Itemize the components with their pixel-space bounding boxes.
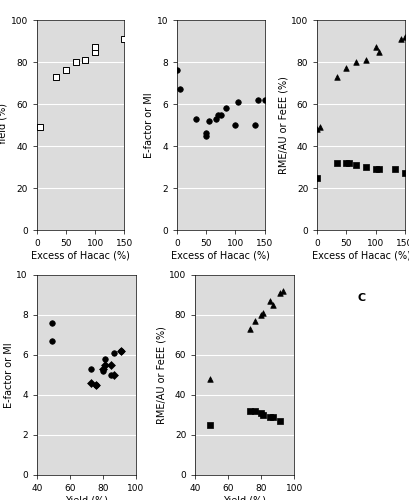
Point: [375, 48, 382, 56]
Y-axis label: E-factor or MI: E-factor or MI: [144, 92, 154, 158]
Point: [207, 375, 213, 383]
Point: [177, 86, 183, 94]
Point: [258, 409, 265, 417]
Point: [88, 379, 94, 387]
Point: [203, 130, 209, 138]
Y-axis label: Yield (%): Yield (%): [0, 104, 8, 146]
Point: [48, 319, 55, 327]
Point: [373, 44, 379, 52]
Y-axis label: RME/AU or FeEE (%): RME/AU or FeEE (%): [156, 326, 166, 424]
Y-axis label: RME/AU or FeEE (%): RME/AU or FeEE (%): [278, 76, 288, 174]
Point: [343, 159, 350, 167]
Y-axis label: E-factor or MI: E-factor or MI: [4, 342, 13, 408]
Point: [373, 165, 379, 173]
X-axis label: Yield (%): Yield (%): [65, 496, 108, 500]
Point: [317, 123, 324, 131]
Point: [252, 121, 258, 129]
Point: [92, 44, 99, 52]
Point: [343, 64, 350, 72]
Point: [247, 325, 253, 333]
Point: [270, 301, 276, 309]
Point: [213, 114, 220, 122]
Point: [63, 66, 69, 74]
Point: [93, 381, 99, 389]
Point: [375, 165, 382, 173]
Point: [93, 381, 99, 389]
Point: [333, 159, 340, 167]
Point: [261, 96, 268, 104]
Point: [118, 347, 124, 355]
Point: [362, 163, 369, 171]
Point: [353, 161, 360, 169]
Point: [254, 96, 261, 104]
Point: [203, 132, 209, 140]
Point: [92, 48, 99, 56]
Point: [82, 56, 89, 64]
Text: A: A: [76, 293, 85, 303]
Point: [48, 337, 55, 345]
Point: [276, 417, 283, 425]
Point: [314, 174, 321, 182]
X-axis label: Yield (%): Yield (%): [223, 496, 266, 500]
Point: [36, 123, 43, 131]
Point: [362, 56, 369, 64]
X-axis label: Excess of Hacac (%): Excess of Hacac (%): [312, 251, 409, 261]
X-axis label: Excess of Hacac (%): Excess of Hacac (%): [31, 251, 130, 261]
Point: [121, 35, 128, 43]
Point: [280, 287, 286, 295]
Point: [392, 165, 398, 173]
Point: [222, 104, 229, 112]
Point: [207, 421, 213, 429]
Point: [247, 407, 253, 415]
Point: [333, 72, 340, 80]
Point: [215, 110, 221, 118]
Point: [402, 170, 408, 177]
Point: [232, 121, 239, 129]
Point: [174, 66, 180, 74]
Point: [101, 355, 108, 363]
Point: [270, 413, 276, 421]
Point: [100, 367, 106, 375]
Point: [118, 347, 124, 355]
Point: [235, 98, 242, 106]
Point: [260, 411, 266, 419]
Point: [266, 413, 273, 421]
Point: [111, 349, 118, 357]
Point: [314, 125, 321, 133]
Text: B: B: [217, 293, 225, 303]
Point: [258, 311, 265, 319]
Point: [402, 33, 408, 41]
Point: [193, 114, 200, 122]
Point: [276, 289, 283, 297]
Point: [88, 365, 94, 373]
Point: [73, 58, 79, 66]
Point: [101, 361, 108, 369]
Point: [206, 117, 212, 125]
Point: [100, 365, 106, 373]
X-axis label: Excess of Hacac (%): Excess of Hacac (%): [171, 251, 270, 261]
Point: [252, 407, 258, 415]
Point: [108, 361, 115, 369]
Point: [266, 297, 273, 305]
Point: [34, 123, 40, 131]
Point: [346, 159, 353, 167]
Point: [218, 110, 224, 118]
Point: [53, 72, 59, 80]
Point: [252, 317, 258, 325]
Point: [398, 35, 404, 43]
Point: [111, 371, 118, 379]
Point: [353, 58, 360, 66]
Point: [260, 309, 266, 317]
Text: C: C: [357, 293, 365, 303]
Point: [108, 371, 115, 379]
